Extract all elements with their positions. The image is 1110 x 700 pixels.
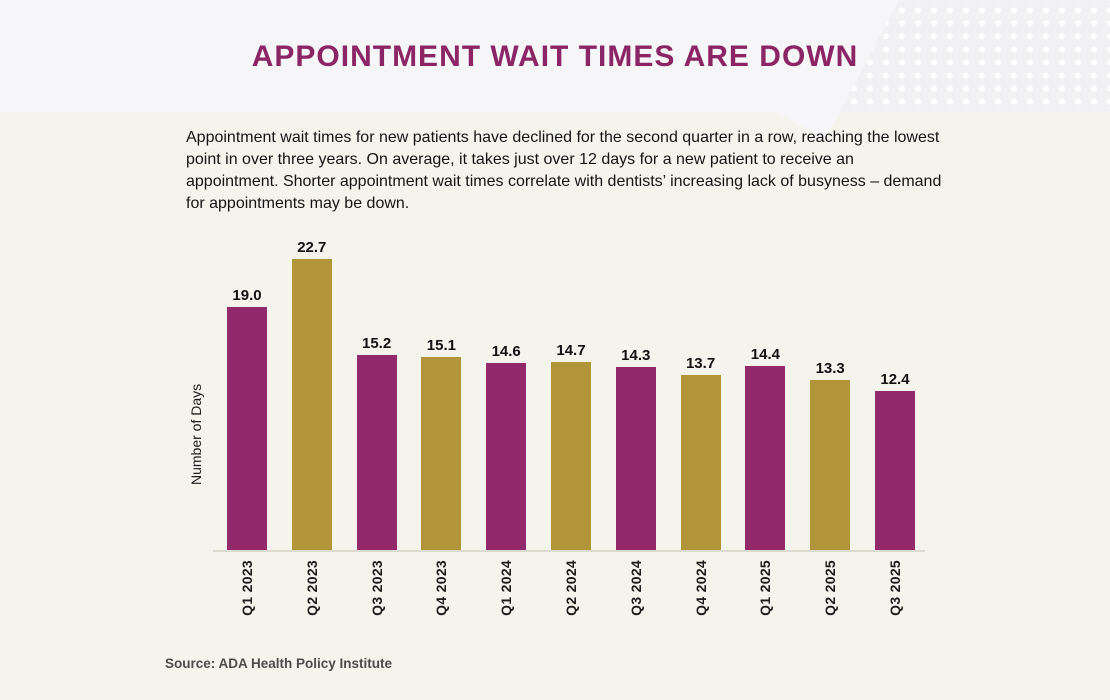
bar-column: 14.3 [615,230,656,550]
bar [356,355,397,550]
bar [745,365,786,550]
bar [550,361,591,550]
bar-value-label: 14.6 [491,343,521,361]
x-axis-line [213,550,925,552]
bar-value-label: 19.0 [232,286,262,304]
x-axis-tick: Q1 2025 [757,560,774,616]
bar-column: 13.3 [810,230,851,550]
x-axis-tick: Q1 2024 [498,560,515,616]
bar-value-label: 14.7 [556,341,586,359]
x-axis-tick: Q4 2023 [433,560,450,616]
x-axis-tick: Q3 2023 [368,560,385,616]
header-band [0,0,1110,139]
bar-column: 19.0 [227,230,267,550]
bar [810,379,851,550]
bar [680,374,721,550]
bar [615,367,656,550]
bar-column: 12.4 [874,230,915,550]
x-axis-tick: Q2 2024 [562,560,579,616]
bar-value-label: 14.4 [750,345,780,363]
x-axis-tick-labels: Q1 2023 Q2 2023 Q3 2023 Q4 2023 Q1 2024 Q2 20… [227,560,915,616]
bar-value-label: 22.7 [297,239,327,257]
bar [291,259,332,550]
bar [874,391,915,550]
x-axis-tick: Q3 2024 [627,560,644,616]
bar [227,306,267,550]
bar-column: 15.2 [356,230,397,550]
intro-paragraph: Appointment wait times for new patients … [186,129,942,212]
bar-value-label: 15.1 [426,336,456,354]
bar-value-label: 13.3 [815,359,845,377]
x-axis-tick: Q4 2024 [692,560,709,616]
bar-column: 15.1 [421,230,462,550]
bar-column: 13.7 [680,230,721,550]
bar [486,363,527,550]
bar-value-label: 15.2 [361,335,392,353]
x-axis-tick: Q1 2023 [239,560,255,616]
x-axis-tick: Q2 2023 [303,560,320,616]
source-attribution: Source: ADA Health Policy Institute [165,656,393,671]
bar-value-label: 14.3 [621,347,651,364]
bar-value-label: 12.4 [880,371,910,389]
x-axis-tick: Q2 2025 [822,560,839,616]
x-axis-tick: Q3 2025 [886,560,903,616]
bar [421,356,462,550]
bar-column: 14.4 [745,230,786,550]
page-title: APPOINTMENT WAIT TIMES ARE DOWN [251,40,859,73]
y-axis-label: Number of Days [188,383,204,485]
bar-column: 14.6 [486,230,527,550]
dot-pattern-decoration [719,0,1110,139]
bar-column: 22.7 [291,230,332,550]
bar-column: 14.7 [550,230,591,550]
bar-value-label: 13.7 [685,354,716,372]
bar-chart-plot-area: 19.0 22.7 15.2 15.1 14.6 14.7 14.3 13.7 14.4 13.3… [227,230,915,550]
